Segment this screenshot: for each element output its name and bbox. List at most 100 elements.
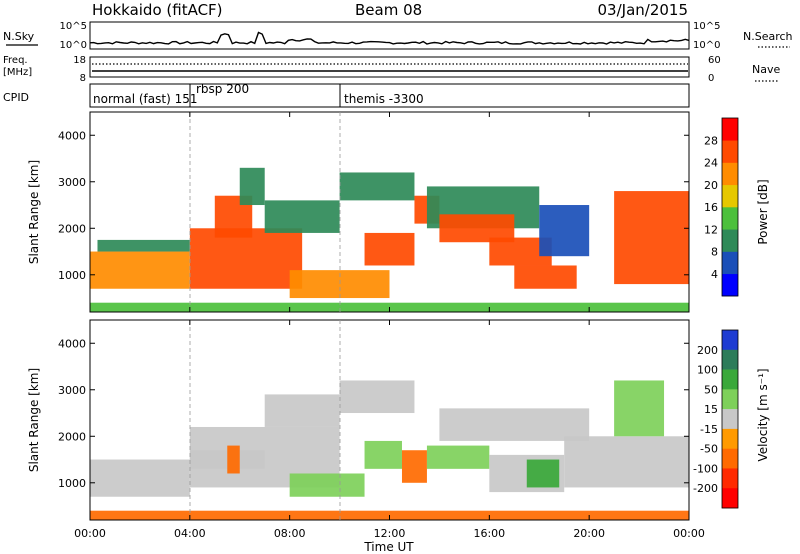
noise-tick-bottom: 10^0 [60, 40, 87, 51]
velocity-region-3 [227, 445, 240, 474]
velocity-colorbar-tick: -200 [693, 482, 718, 495]
nave-tick-60: 60 [708, 55, 721, 66]
noise-trace [89, 31, 690, 45]
time-tick-label: 20:00 [573, 527, 605, 540]
velocity-colorbar-swatch [722, 428, 738, 449]
velocity-colorbar-swatch [722, 468, 738, 489]
time-tick-label: 00:00 [74, 527, 106, 540]
velocity-ytick-label: 1000 [58, 477, 86, 490]
power-region-15 [614, 191, 689, 285]
velocity-region-12 [526, 459, 560, 488]
time-tick-label: 00:00 [673, 527, 705, 540]
velocity-colorbar-swatch [722, 409, 738, 430]
velocity-colorbar-swatch [722, 389, 738, 410]
velocity-colorbar-swatch [722, 369, 738, 390]
noise-tick-bottom-right: 10^0 [693, 40, 720, 51]
nave-tick-0: 0 [708, 73, 714, 84]
freq-label-line1: Freq. [3, 55, 28, 66]
power-panel: 1000 2000 3000 4000 Slant Range [km] [27, 111, 690, 313]
power-colorbar-tick: 4 [711, 268, 718, 281]
freq-label-line2: [MHz] [3, 67, 32, 78]
power-colorbar-tick: 28 [704, 134, 718, 147]
power-colorbar-swatch [722, 162, 738, 186]
nave-label: Nave [752, 63, 780, 76]
power-colorbar-swatch [722, 184, 738, 208]
velocity-region-14 [614, 380, 665, 437]
power-ytick-label: 1000 [58, 269, 86, 282]
velocity-region-7 [364, 440, 402, 469]
velocity-region-2 [189, 450, 265, 469]
time-tick-label: 08:00 [274, 527, 306, 540]
power-ytick-label: 4000 [58, 129, 86, 142]
power-region-14 [539, 205, 590, 257]
power-colorbar-swatch [722, 207, 738, 230]
velocity-colorbar-tick: -50 [700, 443, 718, 456]
velocity-colorbar-swatch [722, 349, 738, 370]
cpid-panel: CPID normal (fast) 151 rbsp 200 themis -… [3, 82, 690, 108]
power-region-2 [189, 228, 303, 289]
beam-title: Beam 08 [355, 1, 422, 19]
power-region-6 [289, 270, 390, 299]
power-region-4 [239, 167, 265, 206]
power-region-13 [514, 265, 577, 289]
power-colorbar-label: Power [dB] [756, 179, 770, 244]
freq-panel: Freq. [MHz] 18 8 60 0 Nave [3, 55, 780, 84]
velocity-ytick-label: 4000 [58, 337, 86, 350]
velocity-ytick-label: 3000 [58, 384, 86, 397]
power-region-8 [339, 172, 415, 201]
velocity-colorbar-swatch [722, 488, 738, 509]
velocity-colorbar-tick: 100 [697, 364, 718, 377]
velocity-region-10 [439, 408, 590, 441]
noise-right-label: N.Search [743, 30, 793, 43]
velocity-colorbar-tick: 15 [704, 403, 718, 416]
velocity-panel: 1000 2000 3000 4000 Slant Range [km] [27, 319, 690, 521]
power-colorbar-tick: 20 [704, 179, 718, 192]
velocity-colorbar-swatch [722, 330, 738, 351]
power-ytick-label: 3000 [58, 176, 86, 189]
cpid-segment-0: normal (fast) 151 [93, 92, 197, 106]
noise-tick-top: 10^5 [60, 21, 87, 32]
velocity-colorbar-tick: 200 [697, 344, 718, 357]
velocity-region-13 [564, 436, 689, 488]
velocity-region-8 [401, 450, 427, 483]
power-region-7 [364, 232, 415, 266]
velocity-colorbar: 200 100 50 15 -15 -50 -100 -200 [693, 329, 739, 509]
velocity-region-0 [90, 459, 190, 497]
velocity-region-9 [426, 445, 490, 469]
time-tick-label: 16:00 [473, 527, 505, 540]
freq-tick-8: 8 [80, 73, 86, 84]
power-colorbar-swatch [722, 229, 738, 252]
noise-tick-top-right: 10^5 [693, 21, 720, 32]
power-ylabel: Slant Range [km] [27, 160, 41, 264]
power-region-5 [264, 200, 340, 233]
time-axis-label: Time UT [363, 540, 414, 554]
velocity-region-6 [339, 380, 415, 414]
power-colorbar-tick: 24 [704, 157, 718, 170]
power-colorbar-tick: 8 [711, 246, 718, 259]
velocity-colorbar-tick: 50 [704, 383, 718, 396]
time-tick-label: 04:00 [174, 527, 206, 540]
velocity-ytick-label: 2000 [58, 430, 86, 443]
velocity-colorbar-tick: -100 [693, 462, 718, 475]
noise-panel: N.Sky 10^5 10^0 10^5 10^0 N.Search [3, 21, 793, 51]
cpid-segment-2: themis -3300 [344, 92, 424, 106]
power-colorbar-swatch [722, 273, 738, 297]
date-title: 03/Jan/2015 [598, 1, 689, 19]
velocity-colorbar-label: Velocity [m s⁻¹] [756, 368, 770, 461]
power-region-0 [90, 251, 190, 289]
cpid-label: CPID [3, 91, 29, 104]
time-axis: 00:00 04:00 08:00 12:00 16:00 20:00 00:00 [74, 112, 705, 540]
power-colorbar-tick: 12 [704, 223, 718, 236]
power-colorbar-swatch [722, 140, 738, 163]
power-ytick-label: 2000 [58, 222, 86, 235]
power-colorbar: 4 8 12 16 20 24 28 [704, 117, 739, 297]
freq-tick-18: 18 [73, 55, 86, 66]
power-region-1 [97, 239, 190, 252]
velocity-colorbar-tick: -15 [700, 423, 718, 436]
power-colorbar-swatch [722, 251, 738, 275]
power-colorbar-tick: 16 [704, 201, 718, 214]
velocity-region-4 [264, 394, 340, 427]
velocity-ylabel: Slant Range [km] [27, 368, 41, 472]
velocity-region-5 [289, 473, 365, 497]
